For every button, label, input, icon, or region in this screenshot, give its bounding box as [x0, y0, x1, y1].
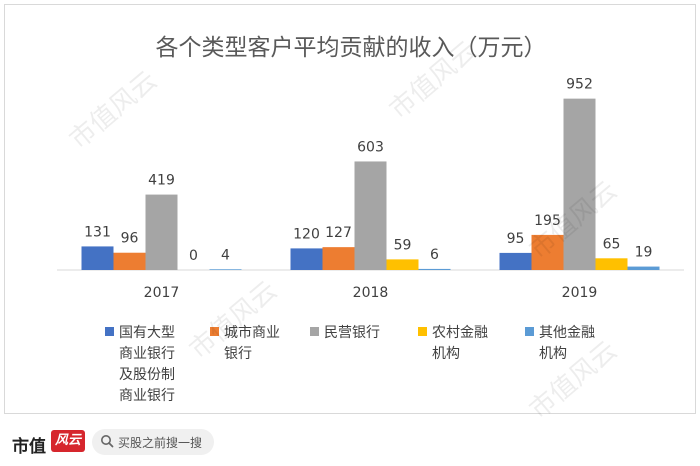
legend-swatch	[418, 327, 427, 336]
bar	[113, 252, 146, 270]
brand-logo-badge: 风云	[51, 430, 85, 452]
data-label: 952	[566, 77, 593, 93]
legend-label: 国有大型	[119, 325, 175, 341]
data-label: 131	[84, 224, 111, 240]
data-label: 59	[394, 237, 412, 253]
data-label: 120	[293, 226, 320, 242]
bar	[290, 248, 323, 270]
bar	[322, 247, 355, 270]
data-label: 195	[534, 213, 561, 229]
data-label: 95	[507, 231, 525, 247]
data-label: 4	[221, 247, 230, 263]
bar	[499, 252, 532, 270]
search-bar[interactable]: 买股之前搜一搜	[92, 429, 214, 455]
legend-label: 银行	[224, 346, 252, 362]
data-label: 96	[121, 231, 139, 247]
bar	[595, 258, 628, 270]
bar	[627, 266, 660, 270]
bar-chart: 各个类型客户平均贡献的收入（万元） 131 96 419 0 4 2017 120 127 603…	[57, 35, 684, 404]
bar	[81, 246, 114, 270]
data-label: 65	[603, 236, 621, 252]
x-tick-label: 2018	[353, 285, 389, 301]
bar	[531, 234, 564, 270]
search-icon	[101, 435, 114, 448]
legend-swatch	[310, 327, 319, 336]
legend-label: 商业银行	[119, 346, 175, 362]
data-label: 6	[430, 247, 439, 263]
data-label: 127	[325, 225, 352, 241]
legend-label: 商业银行	[119, 388, 175, 404]
legend-label: 其他金融	[539, 325, 595, 341]
data-label: 419	[148, 173, 175, 189]
bar	[418, 268, 451, 270]
legend-label: 城市商业	[224, 324, 280, 341]
chart-title: 各个类型客户平均贡献的收入（万元）	[156, 35, 547, 61]
bar	[386, 259, 419, 270]
legend-label: 机构	[539, 346, 567, 362]
bar	[354, 161, 387, 270]
bar	[563, 98, 596, 270]
legend-label: 机构	[432, 346, 460, 362]
data-label: 603	[357, 139, 384, 155]
data-label: 0	[189, 248, 198, 264]
data-label: 19	[635, 245, 653, 261]
chart-card: 各个类型客户平均贡献的收入（万元） 131 96 419 0 4 2017 120 127 603…	[4, 4, 696, 414]
legend-label: 农村金融	[432, 325, 488, 341]
x-tick-label: 2017	[144, 285, 180, 301]
legend-swatch	[525, 327, 534, 336]
legend-swatch	[210, 327, 219, 336]
bar	[209, 269, 242, 270]
bar	[145, 194, 178, 270]
legend-label: 及股份制	[119, 367, 175, 383]
x-tick-label: 2019	[562, 285, 598, 301]
legend-swatch	[105, 327, 114, 336]
brand-name: 市值	[12, 437, 46, 457]
search-placeholder: 买股之前搜一搜	[118, 436, 203, 450]
legend-label: 民营银行	[324, 325, 380, 341]
